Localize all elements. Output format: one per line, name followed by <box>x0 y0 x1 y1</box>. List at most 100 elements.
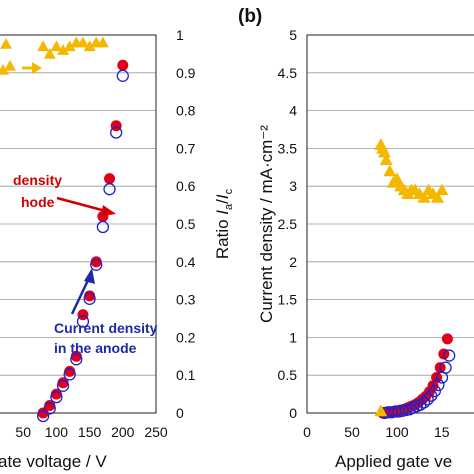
right-y-tick-label: 1.5 <box>278 292 298 308</box>
left-ratio-axis-title: Ratio Ia/Ic <box>213 188 235 259</box>
left-ratio-point <box>96 36 109 48</box>
anode-density-point <box>36 409 50 423</box>
left-panel: 0 0.1 0.2 0.3 0.4 0.5 0.6 0.7 0.8 0.9 1 0 50 100 150 2… <box>0 27 235 471</box>
panel-b-label: (b) <box>238 6 262 27</box>
left-ratio-tick-label: 0.9 <box>176 65 196 81</box>
right-cathode-point <box>441 333 453 345</box>
right-data-marks <box>374 138 456 420</box>
anode-annotation-line1: Current density <box>54 320 158 336</box>
right-x-tick-label: 100 <box>385 424 409 440</box>
right-anode-point <box>428 384 441 398</box>
left-ratio-tick-label: 0 <box>176 405 184 421</box>
left-ratio-axis: 0 0.1 0.2 0.3 0.4 0.5 0.6 0.7 0.8 0.9 1 <box>176 27 196 421</box>
right-ratio-point <box>431 191 444 203</box>
left-x-axis: 050100150200250 <box>15 424 168 440</box>
right-anode-point <box>432 378 445 392</box>
cathode-density-point <box>110 120 122 132</box>
left-ratio-point <box>57 44 70 55</box>
right-ratio-point <box>417 191 431 203</box>
right-ratio-point <box>435 183 449 196</box>
right-y-tick-label: 3.5 <box>278 140 298 156</box>
cathode-density-point <box>50 388 62 400</box>
right-y-tick-label: 4.5 <box>278 65 298 81</box>
right-y-axis-title: Current density / mA·cm⁻² <box>257 125 276 323</box>
anode-density-point <box>50 390 63 404</box>
right-y-tick-label: 0.5 <box>278 367 298 383</box>
cathode-density-point <box>64 365 76 377</box>
right-ratio-point <box>379 153 393 165</box>
cathode-density-point <box>90 256 102 268</box>
right-anode-point <box>417 396 431 409</box>
left-ratio-tick-label: 0.3 <box>176 292 196 308</box>
cathode-arrow-head <box>101 205 116 216</box>
right-anode-point <box>421 393 434 406</box>
left-ratio-tick-label: 0.4 <box>176 254 196 270</box>
ratio-arrow-head <box>32 62 42 74</box>
right-y-axis: 0 0.5 1 1.5 2 2.5 3 3.5 4 4.5 5 <box>278 27 298 421</box>
anode-density-point <box>116 69 129 82</box>
right-x-tick-label: 0 <box>303 424 311 440</box>
left-ratio-tick-label: 0.2 <box>176 329 196 345</box>
left-x-tick-label: 250 <box>144 424 168 440</box>
right-y-tick-label: 0 <box>289 405 297 421</box>
right-y-tick-label: 5 <box>289 27 297 43</box>
cathode-density-point <box>117 59 129 71</box>
left-x-tick-label: 150 <box>78 424 102 440</box>
left-x-tick-label: 100 <box>45 424 69 440</box>
right-x-axis-title: Applied gate ve <box>335 452 452 471</box>
left-data-marks <box>0 36 129 423</box>
anode-density-point <box>56 379 70 392</box>
cathode-density-point <box>70 350 82 362</box>
right-ratio-point <box>374 404 388 417</box>
right-anode-point <box>439 361 452 374</box>
cathode-annotation-line2: hode <box>21 194 55 210</box>
anode-density-point <box>83 292 96 305</box>
right-y-tick-label: 3 <box>289 178 297 194</box>
cathode-density-point <box>104 173 116 185</box>
left-ratio-point <box>43 47 56 59</box>
right-anode-point <box>443 349 456 362</box>
anode-density-point <box>63 368 76 381</box>
cathode-density-point <box>44 399 56 411</box>
cathode-annotation-line1: density <box>13 172 62 188</box>
left-ratio-tick-label: 0.7 <box>176 140 196 156</box>
left-ratio-point <box>50 40 63 52</box>
anode-annotation-arrow <box>70 275 92 315</box>
left-x-tick-label: 200 <box>111 424 135 440</box>
anode-arrow-head <box>84 268 95 284</box>
left-ratio-point <box>63 40 76 52</box>
left-ratio-tick-label: 0.6 <box>176 178 196 194</box>
left-ratio-tick-label: 1 <box>176 27 184 43</box>
left-ratio-point <box>0 64 9 75</box>
left-x-tick-label: 50 <box>15 424 31 440</box>
right-ratio-point <box>383 164 397 177</box>
left-ratio-tick-label: 0.1 <box>176 367 196 383</box>
anode-density-point <box>90 258 103 271</box>
cathode-density-point <box>57 377 69 389</box>
left-ratio-point <box>0 38 12 49</box>
right-y-tick-label: 1 <box>289 329 297 345</box>
cathode-density-point <box>37 407 49 419</box>
left-ratio-point <box>83 40 96 52</box>
right-x-axis: 0 50 100 15 <box>303 424 450 440</box>
right-gridlines <box>307 34 474 414</box>
left-ratio-point <box>4 60 16 71</box>
anode-density-point <box>103 183 116 196</box>
left-ratio-tick-label: 0.8 <box>176 103 196 119</box>
left-ratio-point <box>37 40 50 52</box>
anode-density-point <box>96 220 110 234</box>
anode-annotation-line2: in the anode <box>54 340 137 356</box>
anode-density-point <box>70 353 83 366</box>
cathode-density-point <box>77 309 89 321</box>
right-ratio-point <box>377 145 391 158</box>
right-x-tick-label: 50 <box>344 424 360 440</box>
anode-density-point <box>76 315 90 328</box>
right-y-tick-label: 4 <box>289 103 297 119</box>
anode-density-point <box>110 126 123 139</box>
left-x-axis-title: ate voltage / V <box>0 452 107 471</box>
left-plot-frame <box>0 34 157 414</box>
right-panel: (b) 0 0.5 1 1.5 2 2.5 3 3.5 4 4.5 5 0 50 100 15 Curre… <box>238 6 474 471</box>
anode-density-point <box>43 402 56 415</box>
right-y-tick-label: 2 <box>289 254 297 270</box>
